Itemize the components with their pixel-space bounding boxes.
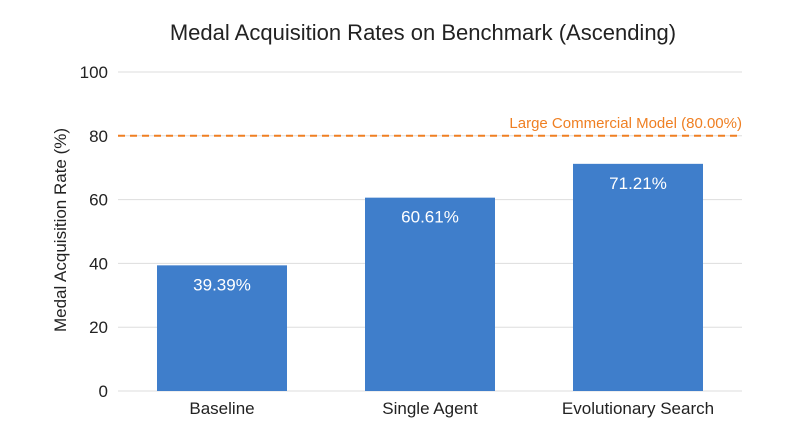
x-category-label: Single Agent [382,399,478,418]
bar [365,197,495,391]
y-tick-label: 40 [89,254,108,273]
reference-line-label: Large Commercial Model (80.00%) [509,115,742,132]
bars: 39.39% 60.61% 71.21% [157,163,703,391]
x-category-label: Evolutionary Search [562,399,714,418]
y-axis-label: Medal Acquisition Rate (%) [51,128,70,332]
y-tick-label: 20 [89,318,108,337]
y-tick-label: 80 [89,127,108,146]
bar [573,163,703,391]
y-tick-label: 0 [99,382,108,401]
chart-title: Medal Acquisition Rates on Benchmark (As… [170,20,676,45]
bar-value-label: 39.39% [193,275,251,294]
y-tick-label: 60 [89,191,108,210]
bar [157,265,287,391]
y-tick-label: 100 [80,63,108,82]
reference-line-group: Large Commercial Model (80.00%) [118,115,742,137]
bar-value-label: 60.61% [401,208,459,227]
x-category-label: Baseline [189,399,254,418]
bar-value-label: 71.21% [609,174,667,193]
x-axis-categories: Baseline Single Agent Evolutionary Search [189,399,714,418]
y-axis-ticks: 0 20 40 60 80 100 [80,63,108,401]
